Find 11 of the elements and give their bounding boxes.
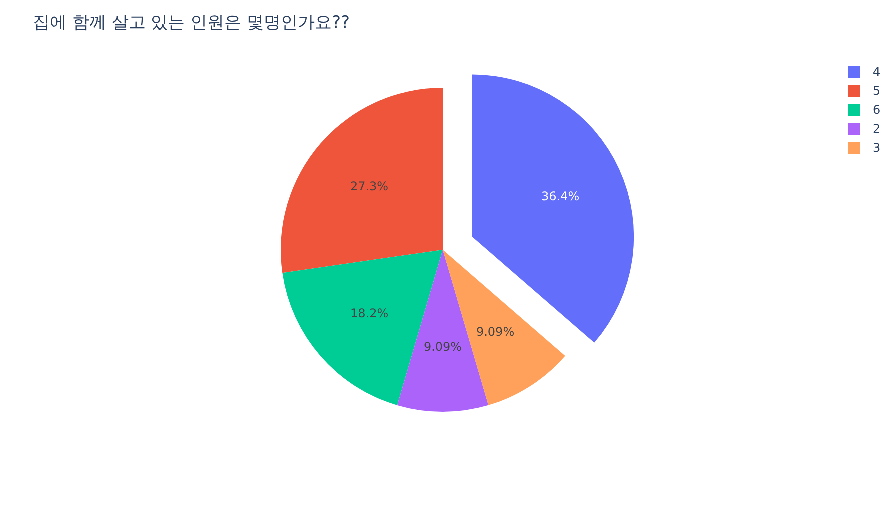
legend-label: 6 bbox=[873, 103, 881, 117]
data-label: 9.09% bbox=[476, 324, 515, 339]
legend-label: 3 bbox=[873, 141, 881, 155]
data-label: 36.4% bbox=[541, 189, 580, 204]
data-label: 9.09% bbox=[424, 340, 462, 354]
chart-title: 집에 함께 살고 있는 인원은 몇명인가요?? bbox=[33, 13, 350, 33]
legend-label: 4 bbox=[873, 65, 881, 79]
data-label: 27.3% bbox=[350, 179, 389, 194]
data-label: 18.2% bbox=[350, 306, 389, 321]
legend-label: 2 bbox=[873, 122, 881, 136]
legend-label: 5 bbox=[873, 84, 881, 98]
